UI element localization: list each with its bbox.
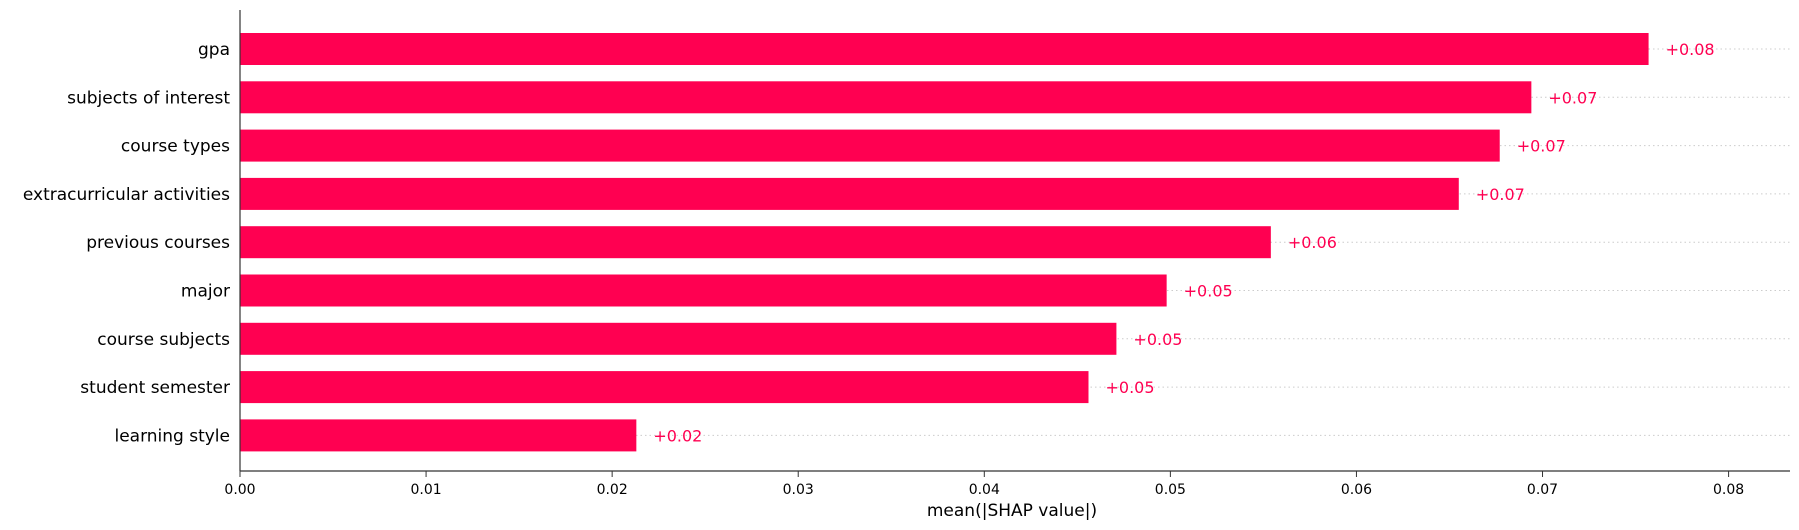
bar-course-subjects xyxy=(240,322,1117,355)
x-tick-label: 0.00 xyxy=(224,482,255,498)
value-label: +0.06 xyxy=(1288,233,1337,252)
bar-student-semester xyxy=(240,371,1089,404)
bar-course-types xyxy=(240,129,1500,162)
category-label: extracurricular activities xyxy=(23,185,230,205)
category-label: previous courses xyxy=(86,233,230,253)
x-tick-label: 0.04 xyxy=(969,482,1000,498)
x-tick-label: 0.01 xyxy=(410,482,441,498)
x-tick-label: 0.02 xyxy=(597,482,628,498)
bars xyxy=(240,33,1649,452)
category-label: major xyxy=(181,282,230,302)
bar-extracurricular-activities xyxy=(240,177,1459,210)
category-label: course types xyxy=(121,137,230,157)
category-label: learning style xyxy=(114,426,230,446)
axes: 0.00 0.01 0.02 0.03 0.04 0.05 0.06 0.07 0.08 xyxy=(224,10,1790,498)
x-tick-label: 0.07 xyxy=(1527,482,1558,498)
value-label: +0.07 xyxy=(1548,88,1597,107)
value-label: +0.08 xyxy=(1666,40,1715,59)
x-tick-label: 0.08 xyxy=(1713,482,1744,498)
bar-subjects-of-interest xyxy=(240,81,1532,114)
category-label: subjects of interest xyxy=(67,88,230,108)
bar-gpa xyxy=(240,33,1649,65)
value-label: +0.02 xyxy=(653,426,702,445)
category-label: student semester xyxy=(80,378,230,398)
value-label: +0.05 xyxy=(1105,378,1154,397)
bar-previous-courses xyxy=(240,226,1271,259)
x-tick-label: 0.05 xyxy=(1155,482,1186,498)
value-label: +0.07 xyxy=(1517,137,1566,156)
value-label: +0.05 xyxy=(1184,282,1233,301)
category-label: gpa xyxy=(198,40,230,60)
bar-labels: +0.08 gpa +0.07 subjects of interest +0.07 co… xyxy=(23,40,1715,446)
x-tick-label: 0.06 xyxy=(1341,482,1372,498)
x-tick-label: 0.03 xyxy=(783,482,814,498)
bar-learning-style xyxy=(240,419,637,452)
bar-major xyxy=(240,274,1167,307)
value-label: +0.05 xyxy=(1133,330,1182,349)
category-label: course subjects xyxy=(97,330,230,350)
x-axis-label: mean(|SHAP value|) xyxy=(927,501,1097,521)
value-label: +0.07 xyxy=(1476,185,1525,204)
